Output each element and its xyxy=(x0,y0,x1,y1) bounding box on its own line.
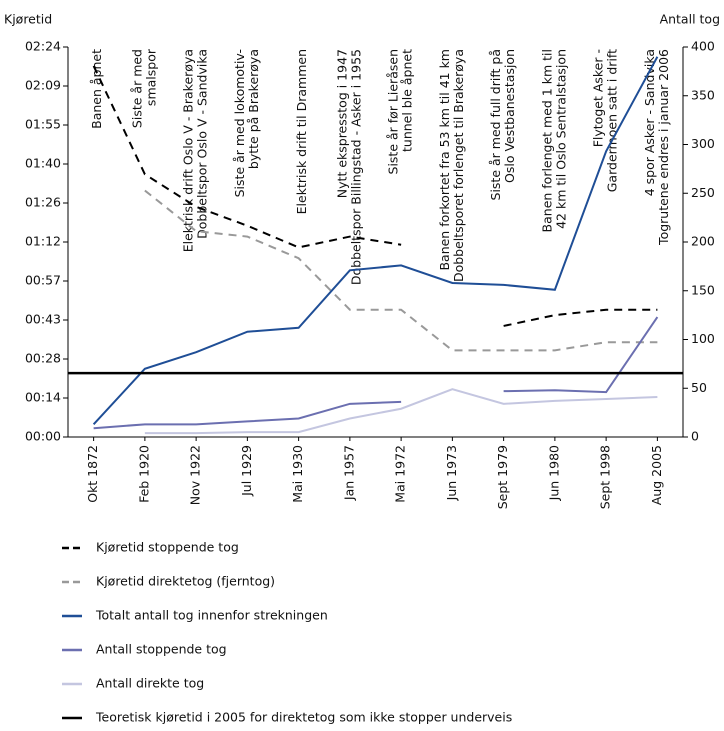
x-tick-label: Sept 1979 xyxy=(495,445,510,509)
series-line xyxy=(503,308,658,327)
y-tick-label: 00:57 xyxy=(25,273,61,288)
legend-label: Teoretisk kjøretid i 2005 for direktetog… xyxy=(95,710,512,725)
annotation: Banen forlenget med 1 km til xyxy=(539,49,554,232)
annotation: Siste år med full drift på xyxy=(488,49,503,200)
annotation: Dobbeltspor Billingstad - Asker i 1955 xyxy=(348,49,363,285)
series-line xyxy=(503,316,659,394)
annotation: Dobbeltsporet forlenget til Brakerøya xyxy=(451,49,466,282)
x-tick-label: Jun 1980 xyxy=(546,445,561,501)
annotation: tunnel ble åpnet xyxy=(400,49,415,152)
annotation: Gardermoen satt i drift xyxy=(605,49,620,192)
annotation: Nytt ekspresstog i 1947 xyxy=(334,49,349,198)
y-tick-label: 00:00 xyxy=(25,429,61,444)
annotation: Oslo Vestbanestasjon xyxy=(502,49,517,183)
annotation: Siste år før Lieråsen xyxy=(386,49,401,174)
y2-axis-label: Antall tog xyxy=(660,12,720,27)
annotation: Dobbeltspor Oslo V - Sandvika xyxy=(195,49,210,239)
y-axis-label: Kjøretid xyxy=(4,12,52,27)
x-tick-label: Sept 1998 xyxy=(598,445,613,509)
annotation: 42 km til Oslo Sentralstasjon xyxy=(553,49,568,229)
legend-label: Antall direkte tog xyxy=(96,676,204,691)
legend-label: Antall stoppende tog xyxy=(96,642,227,657)
x-tick-label: Mai 1972 xyxy=(393,445,408,503)
series-line xyxy=(144,388,658,435)
x-tick-label: Jan 1957 xyxy=(341,445,356,501)
annotation: smalspor xyxy=(143,48,158,106)
series-line xyxy=(93,400,402,430)
annotation: Elektrisk drift til Drammen xyxy=(294,49,309,214)
y-tick-label: 01:40 xyxy=(25,156,61,171)
y-tick-label: 00:28 xyxy=(25,351,61,366)
y-tick-label: 02:09 xyxy=(25,78,61,93)
y2-tick-label: 250 xyxy=(691,185,715,200)
y2-tick-label: 400 xyxy=(691,39,715,54)
legend-label: Kjøretid direktetog (fjerntog) xyxy=(96,574,275,589)
y-tick-label: 00:14 xyxy=(25,390,61,405)
legend-label: Kjøretid stoppende tog xyxy=(96,540,239,555)
y2-tick-label: 300 xyxy=(691,136,715,151)
y2-tick-label: 100 xyxy=(691,331,715,346)
y-tick-label: 02:24 xyxy=(25,39,61,54)
annotation: 4 spor Asker - Sandvika xyxy=(642,49,657,196)
y2-tick-label: 200 xyxy=(691,234,715,249)
series-line xyxy=(92,56,659,426)
annotation: Elektrisk drift Oslo V - Brakerøya xyxy=(181,49,196,252)
annotation: bytte på Brakerøya xyxy=(246,49,261,169)
annotation: Banen åpnet xyxy=(89,49,104,129)
x-tick-label: Jun 1973 xyxy=(444,445,459,501)
annotation: Siste år med lokomotiv- xyxy=(232,49,247,197)
annotation: Flytoget Asker - xyxy=(591,49,606,147)
x-tick-label: Jul 1929 xyxy=(239,445,254,497)
annotation: Siste år med xyxy=(129,49,144,128)
x-tick-label: Feb 1920 xyxy=(136,445,151,503)
y-tick-label: 01:12 xyxy=(25,234,61,249)
x-tick-label: Okt 1872 xyxy=(85,445,100,503)
x-tick-label: Mai 1930 xyxy=(290,445,305,503)
y2-tick-label: 150 xyxy=(691,282,715,297)
y-tick-label: 01:55 xyxy=(25,117,61,132)
legend-label: Totalt antall tog innenfor strekningen xyxy=(95,608,328,623)
y2-tick-label: 50 xyxy=(691,380,707,395)
series-line xyxy=(92,65,402,249)
y2-tick-label: 350 xyxy=(691,87,715,102)
annotation: Banen forkortet fra 53 km til 41 km xyxy=(437,49,452,271)
series-line xyxy=(144,189,658,352)
x-tick-label: Nov 1922 xyxy=(188,445,203,505)
x-tick-label: Aug 2005 xyxy=(649,445,664,505)
y-tick-label: 01:26 xyxy=(25,195,61,210)
y2-tick-label: 0 xyxy=(691,429,699,444)
annotation: Togrutene endres i januar 2006 xyxy=(656,49,671,246)
y-tick-label: 00:43 xyxy=(25,312,61,327)
